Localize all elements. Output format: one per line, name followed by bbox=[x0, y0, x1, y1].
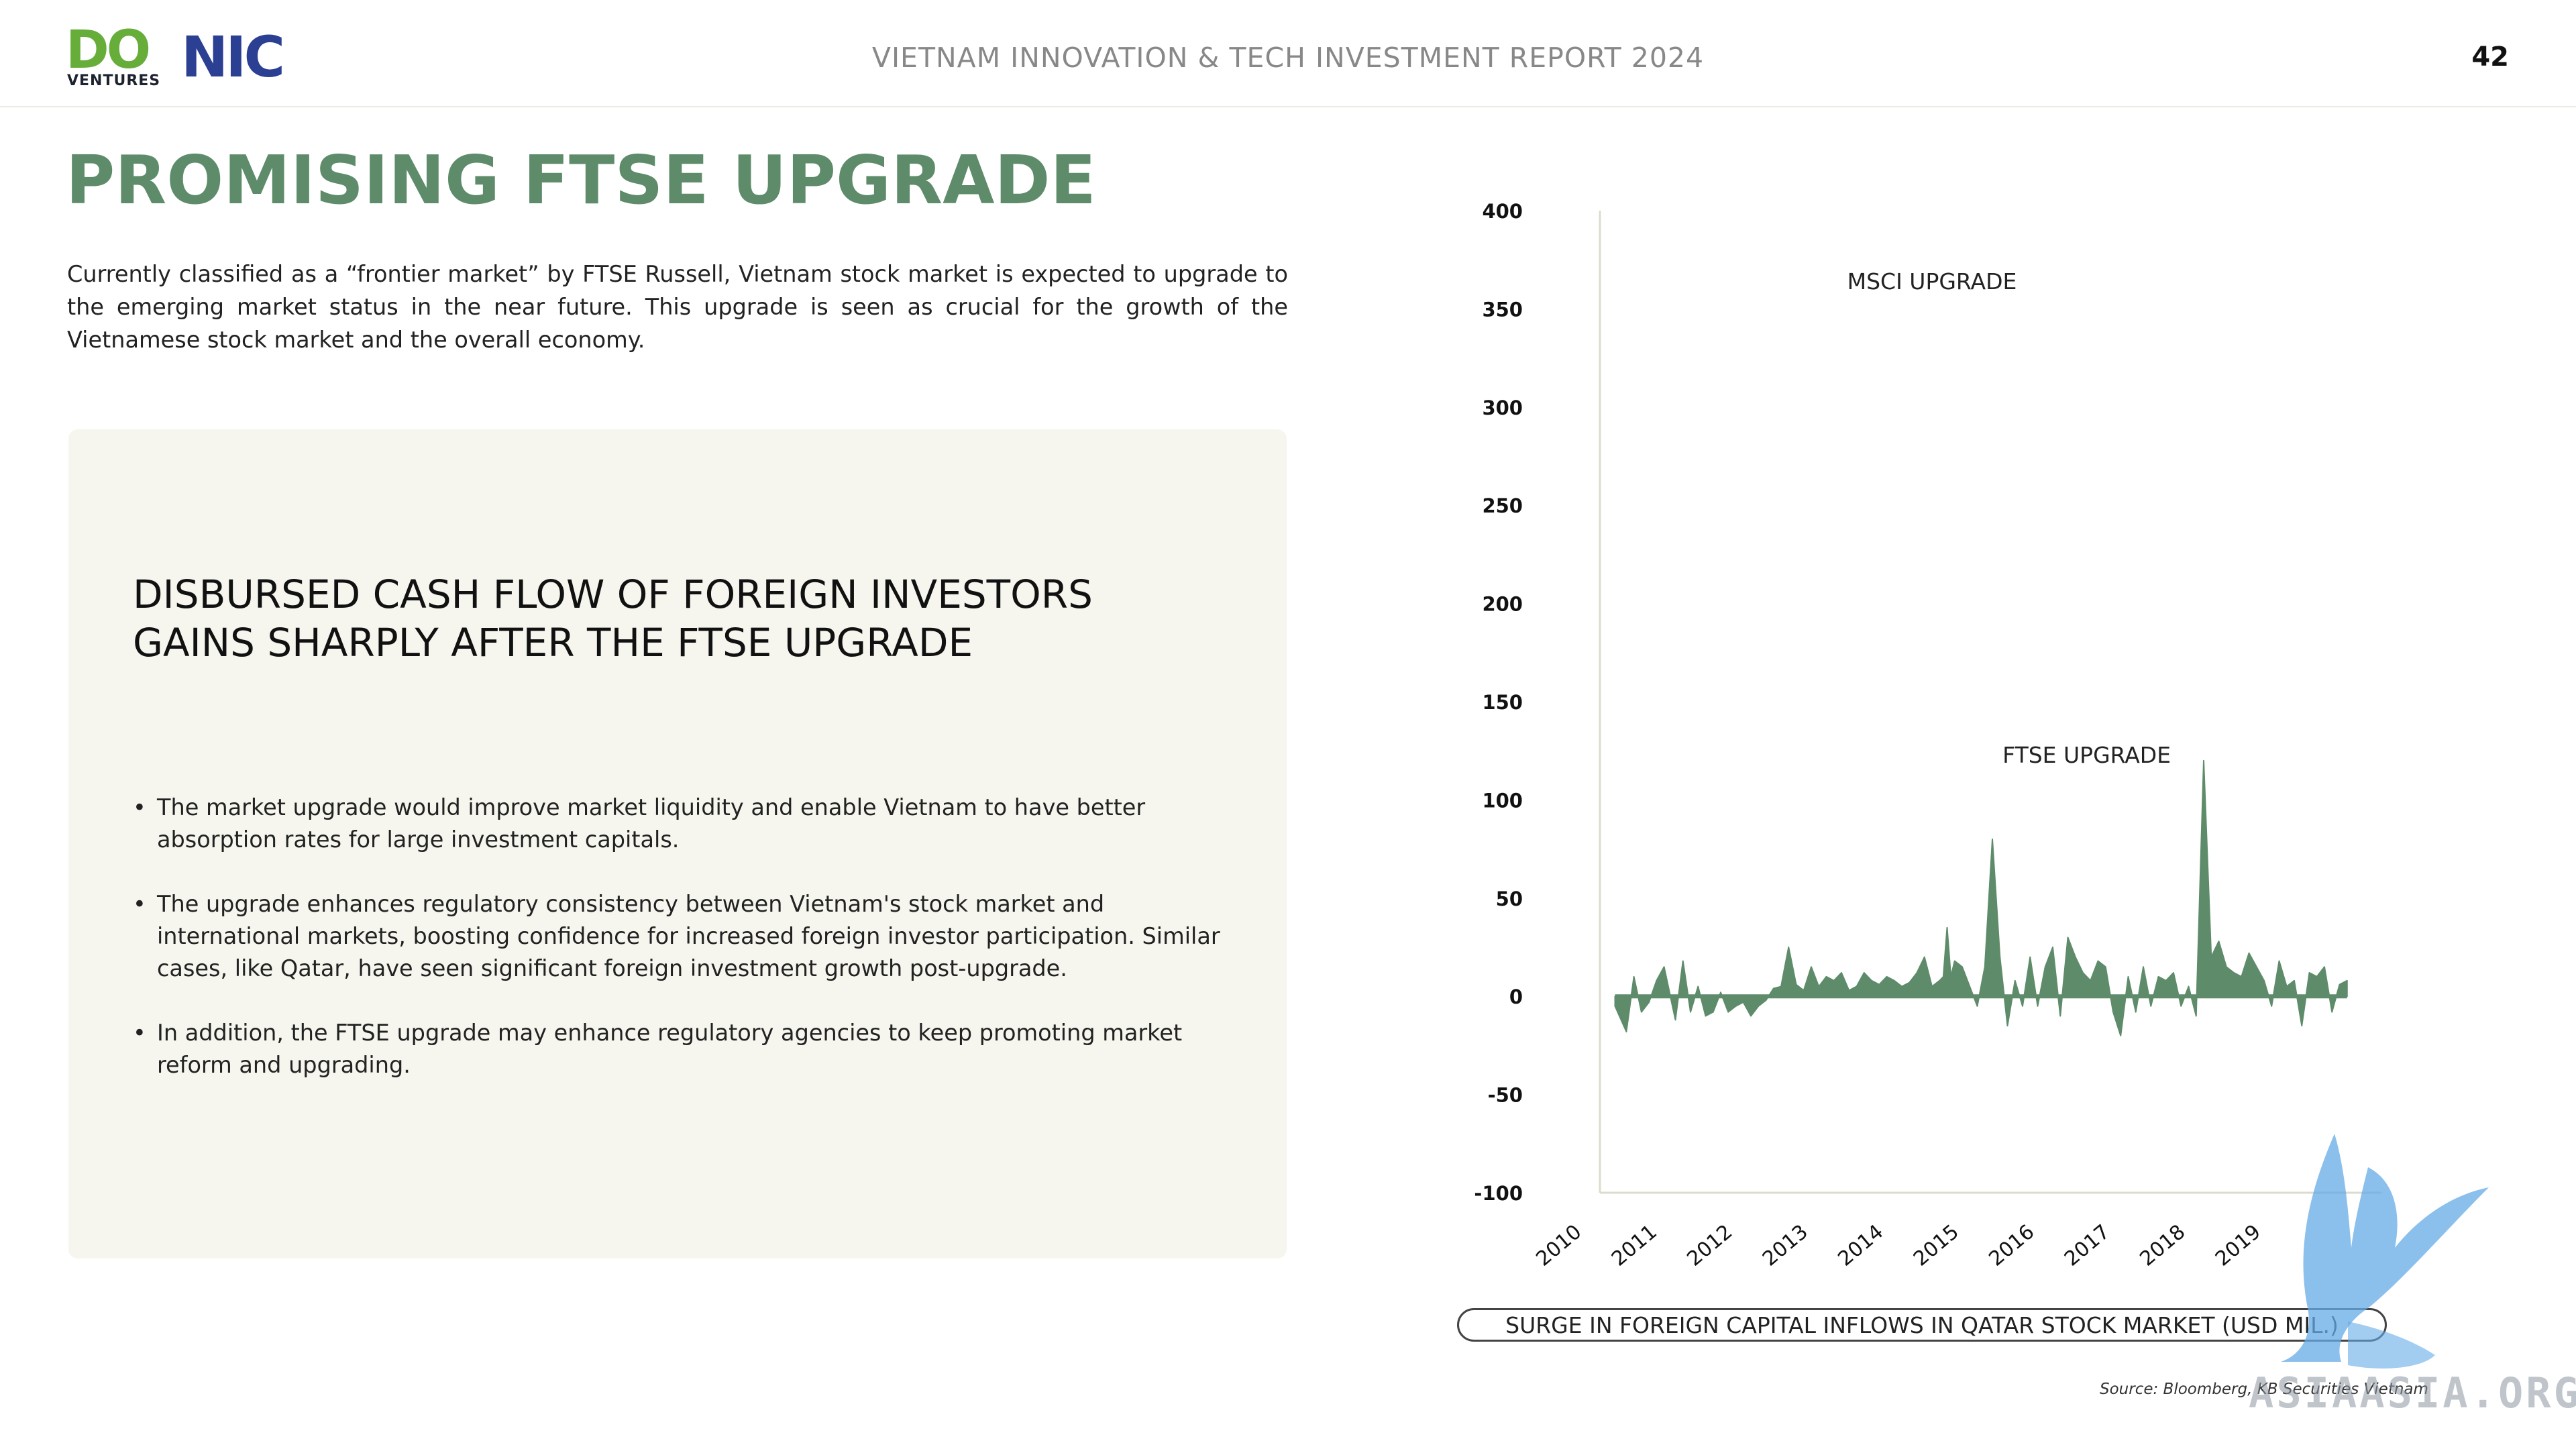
x-tick-label: 2012 bbox=[1682, 1220, 1737, 1271]
intro-paragraph: Currently classified as a “frontier mark… bbox=[67, 261, 1288, 353]
y-tick-label: 0 bbox=[1509, 985, 1523, 1008]
y-tick-label: 200 bbox=[1482, 593, 1523, 616]
do-ventures-logo-text: VENTURES bbox=[67, 72, 161, 89]
watermark-text: ASIAASIA.ORG bbox=[2249, 1368, 2576, 1417]
y-tick-label: 350 bbox=[1482, 298, 1523, 321]
nic-logo: NIC bbox=[181, 24, 285, 90]
page-title: PROMISING FTSE UPGRADE bbox=[66, 141, 1096, 219]
x-tick-label: 2010 bbox=[1532, 1220, 1586, 1271]
list-item: • The market upgrade would improve market… bbox=[133, 792, 1233, 856]
chart-annotation-label: FTSE UPGRADE bbox=[2002, 742, 2171, 768]
chart-annotation-label: MSCI UPGRADE bbox=[1847, 268, 2017, 294]
y-tick-label: -50 bbox=[1488, 1084, 1523, 1107]
y-tick-label: 50 bbox=[1496, 888, 1523, 910]
list-item: • The upgrade enhances regulatory consist… bbox=[133, 888, 1233, 985]
card-heading-line-2: GAINS SHARPLY AFTER THE FTSE UPGRADE bbox=[133, 620, 973, 665]
bullet-icon: • bbox=[133, 1020, 146, 1046]
y-tick-label: 150 bbox=[1482, 691, 1523, 714]
card-heading: DISBURSED CASH FLOW OF FOREIGN INVESTORS… bbox=[133, 570, 1273, 667]
x-tick-label: 2013 bbox=[1758, 1220, 1813, 1271]
bullet-list: • The market upgrade would improve market… bbox=[133, 792, 1233, 1114]
source-note: Source: Bloomberg, KB Securities Vietnam bbox=[2100, 1381, 2428, 1398]
do-ventures-logo-mark: DO bbox=[66, 20, 151, 80]
eagle-watermark-icon bbox=[2281, 1134, 2489, 1368]
x-axis-ticks: 2010 2011 2012 2013 2014 2015 2016 2017 2018 2019 bbox=[1532, 1220, 2265, 1271]
chart-title: SURGE IN FOREIGN CAPITAL INFLOWS IN QATA… bbox=[1457, 1308, 2387, 1342]
bullet-text: The upgrade enhances regulatory consiste… bbox=[157, 891, 1220, 981]
x-tick-label: 2018 bbox=[2135, 1220, 2190, 1271]
y-tick-label: 300 bbox=[1482, 396, 1523, 419]
x-tick-label: 2011 bbox=[1607, 1220, 1662, 1271]
chart-annotations: MSCI UPGRADE FTSE UPGRADE bbox=[1847, 268, 2171, 768]
y-tick-label: 400 bbox=[1482, 200, 1523, 223]
y-tick-label: 100 bbox=[1482, 789, 1523, 812]
bullet-text: The market upgrade would improve market … bbox=[157, 794, 1146, 853]
report-title: VIETNAM INNOVATION & TECH INVESTMENT REP… bbox=[871, 42, 1705, 74]
chart-svg: 400 350 300 250 200 150 100 50 0 -50 -100 2010 2011… bbox=[1474, 200, 2381, 1271]
inflow-chart: 400 350 300 250 200 150 100 50 0 -50 -100 2010 2011… bbox=[1462, 188, 2536, 1288]
page-header: DO VENTURES NIC VIETNAM INNOVATION & TEC… bbox=[0, 0, 2576, 107]
highlight-card: DISBURSED CASH FLOW OF FOREIGN INVESTORS… bbox=[68, 429, 1287, 1258]
page-number: 42 bbox=[2471, 42, 2509, 72]
y-axis-ticks: 400 350 300 250 200 150 100 50 0 -50 -100 bbox=[1474, 200, 1523, 1205]
x-tick-label: 2017 bbox=[2060, 1220, 2114, 1271]
do-ventures-logo: DO VENTURES bbox=[66, 20, 160, 94]
y-tick-label: -100 bbox=[1474, 1182, 1523, 1205]
bullet-icon: • bbox=[133, 794, 146, 820]
list-item: • In addition, the FTSE upgrade may enha… bbox=[133, 1017, 1233, 1081]
inflow-area-series bbox=[1614, 759, 2348, 1036]
x-tick-label: 2014 bbox=[1833, 1220, 1888, 1271]
bullet-text: In addition, the FTSE upgrade may enhanc… bbox=[157, 1020, 1183, 1078]
card-heading-line-1: DISBURSED CASH FLOW OF FOREIGN INVESTORS bbox=[133, 572, 1093, 617]
bullet-icon: • bbox=[133, 891, 146, 917]
y-tick-label: 250 bbox=[1482, 494, 1523, 517]
x-tick-label: 2015 bbox=[1909, 1220, 1964, 1271]
x-tick-label: 2016 bbox=[1984, 1220, 2039, 1271]
